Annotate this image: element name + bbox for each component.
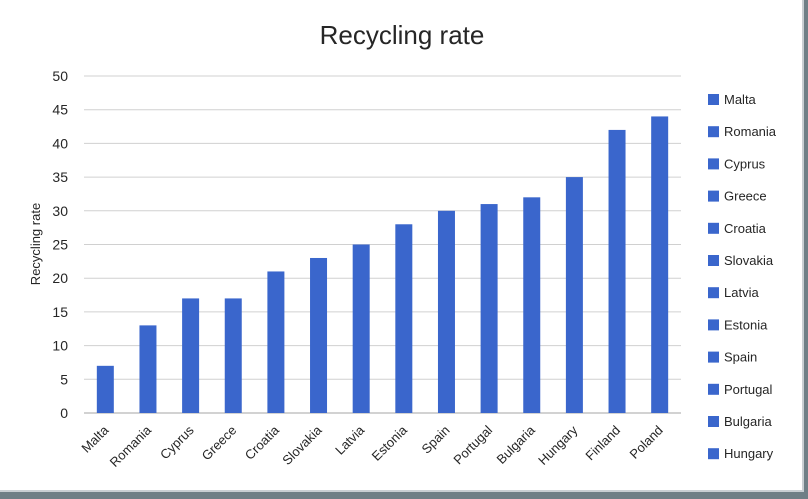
legend-item: Bulgaria: [708, 414, 772, 429]
legend-swatch: [708, 287, 719, 299]
x-tick-label: Croatia: [242, 422, 283, 463]
x-tick-label: Greece: [199, 423, 240, 464]
legend-item: Spain: [708, 350, 757, 365]
legend-swatch: [708, 255, 719, 266]
legend-swatch: [708, 383, 719, 395]
legend-item: Portugal: [708, 382, 773, 397]
legend-label: Estonia: [724, 317, 768, 332]
legend-label: Spain: [724, 350, 757, 365]
legend-item: Cyprus: [708, 156, 766, 171]
legend-label: Croatia: [724, 221, 767, 236]
legend-swatch: [708, 319, 719, 331]
legend-label: Latvia: [724, 285, 759, 300]
legend-item: Croatia: [708, 221, 767, 236]
x-tick-label: Spain: [418, 423, 452, 457]
legend-label: Bulgaria: [724, 414, 772, 429]
legend-label: Portugal: [724, 382, 773, 397]
x-tick-label: Poland: [627, 423, 666, 462]
bar-estonia: [395, 224, 413, 413]
bars: [96, 116, 669, 414]
bar-slovakia: [310, 257, 328, 413]
legend-item: Malta: [708, 92, 757, 107]
legend-item: Estonia: [708, 317, 768, 332]
legend-item: Latvia: [708, 285, 759, 300]
x-tick-label: Estonia: [369, 422, 411, 464]
x-tick-label: Finland: [582, 423, 623, 464]
y-tick-label: 45: [52, 102, 68, 118]
x-tick-label: Cyprus: [157, 422, 197, 462]
bar-latvia: [352, 244, 370, 413]
y-tick-label: 10: [52, 338, 68, 354]
bar-greece: [224, 298, 242, 413]
legend-swatch: [708, 94, 719, 105]
bar-croatia: [267, 271, 285, 413]
legend-swatch: [708, 190, 719, 202]
bar-spain: [437, 210, 455, 413]
bar-hungary: [565, 177, 583, 413]
y-tick-label: 20: [52, 270, 68, 286]
bar-malta: [96, 365, 114, 413]
gridlines: [84, 75, 681, 414]
x-tick-label: Latvia: [332, 422, 368, 458]
y-tick-label: 5: [60, 371, 68, 387]
y-tick-label: 30: [52, 203, 68, 219]
y-tick-label: 25: [52, 237, 68, 253]
legend-swatch: [708, 448, 719, 460]
legend-item: Greece: [708, 189, 767, 204]
legend-swatch: [708, 416, 719, 427]
x-tick-label: Hungary: [535, 422, 581, 468]
bar-finland: [608, 129, 626, 414]
legend: Malta Romania Cyprus Greece Croatia Slovakia L…: [708, 92, 777, 461]
legend-label: Greece: [724, 189, 767, 204]
legend-swatch: [708, 351, 719, 363]
bar-cyprus: [182, 298, 200, 413]
x-tick-label: Portugal: [450, 422, 495, 467]
y-tick-label: 15: [52, 304, 68, 320]
legend-swatch: [708, 158, 719, 170]
legend-label: Romania: [724, 124, 777, 139]
legend-item: Romania: [708, 124, 777, 139]
legend-swatch: [708, 126, 719, 138]
legend-item: Slovakia: [708, 253, 774, 268]
x-tick-label: Bulgaria: [494, 422, 539, 467]
y-axis-ticks: 0 5 10 15 20 25 30 35 40 45 50: [52, 68, 68, 421]
x-tick-label: Romania: [107, 422, 155, 470]
bar-portugal: [480, 204, 498, 413]
x-tick-label: Slovakia: [279, 422, 325, 468]
x-tick-label: Malta: [78, 422, 112, 456]
bar-bulgaria: [523, 197, 541, 413]
y-tick-label: 50: [52, 68, 68, 84]
bar-poland: [651, 116, 669, 413]
y-tick-label: 35: [52, 169, 68, 185]
y-axis-label: Recycling rate: [28, 203, 43, 285]
legend-label: Cyprus: [724, 156, 766, 171]
legend-label: Slovakia: [724, 253, 774, 268]
legend-label: Malta: [724, 92, 757, 107]
y-tick-label: 40: [52, 135, 68, 151]
legend-item: Hungary: [708, 446, 774, 461]
legend-swatch: [708, 222, 719, 234]
y-tick-label: 0: [60, 405, 68, 421]
legend-label: Hungary: [724, 446, 774, 461]
chart-title: Recycling rate: [320, 20, 485, 50]
bar-romania: [139, 325, 157, 413]
